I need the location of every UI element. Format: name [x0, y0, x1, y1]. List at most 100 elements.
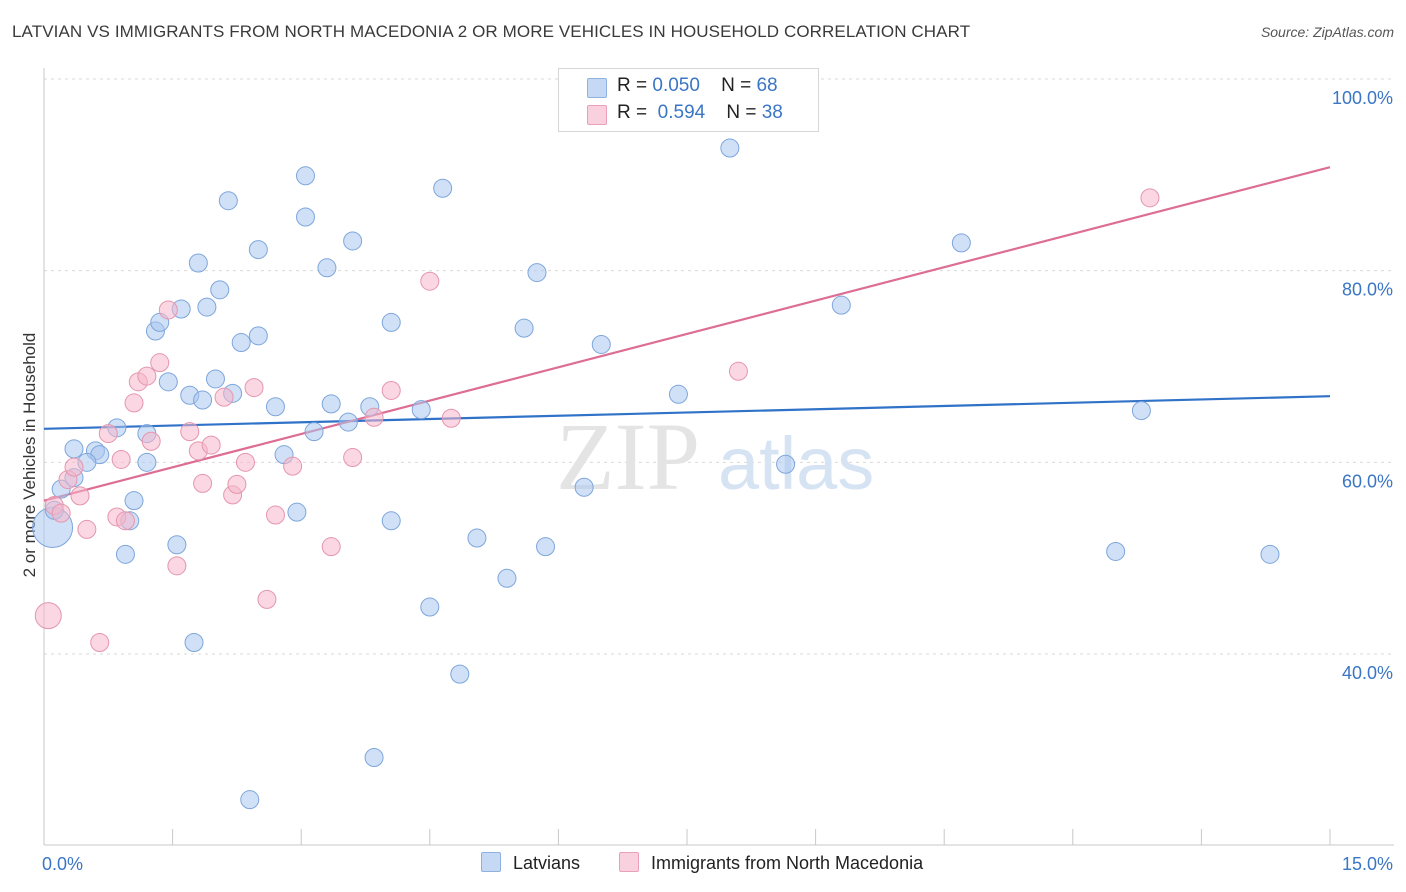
- point-latvians-31: [248, 240, 268, 260]
- trend-lines: [43, 166, 1331, 502]
- point-macedonia-31: [321, 537, 341, 557]
- point-latvians-29: [240, 790, 260, 810]
- point-macedonia-32: [343, 448, 363, 468]
- source-label: Source: ZipAtlas.com: [1260, 24, 1394, 40]
- point-latvians-39: [321, 394, 341, 414]
- point-latvians-40: [338, 412, 358, 432]
- bottom-legend-macedonia: Immigrants from North Macedonia: [619, 852, 923, 874]
- point-latvians-57: [668, 384, 688, 404]
- point-latvians-54: [536, 537, 556, 557]
- point-macedonia-12: [124, 393, 144, 413]
- point-macedonia-0: [34, 602, 62, 630]
- point-macedonia-11: [115, 511, 135, 531]
- point-macedonia-34: [381, 380, 401, 400]
- gridlines: [44, 78, 1394, 655]
- point-macedonia-29: [265, 505, 285, 525]
- point-macedonia-23: [214, 387, 234, 407]
- point-latvians-53: [527, 263, 547, 283]
- data-points: [32, 138, 1280, 810]
- legend-r-value: 0.050: [652, 75, 700, 96]
- point-macedonia-4: [64, 457, 84, 477]
- point-latvians-48: [433, 178, 453, 198]
- point-macedonia-26: [235, 452, 255, 472]
- bottom-legend-label-latvians: Latvians: [513, 853, 581, 873]
- point-latvians-17: [167, 535, 187, 555]
- point-latvians-34: [287, 502, 307, 522]
- point-macedonia-14: [137, 366, 157, 386]
- point-latvians-41: [343, 231, 363, 251]
- point-latvians-22: [193, 390, 213, 410]
- y-tick-label-80: 80.0%: [1342, 280, 1393, 300]
- bottom-legend-latvians: Latvians: [481, 852, 580, 874]
- bottom-legend-swatch-latvians: [481, 852, 501, 872]
- watermark-atlas: atlas: [718, 422, 874, 505]
- legend-text-latvians: R = 0.050 N = 68: [617, 75, 778, 97]
- point-latvians-51: [497, 568, 517, 588]
- point-latvians-26: [218, 191, 238, 211]
- point-latvians-13: [137, 452, 157, 472]
- point-macedonia-17: [158, 300, 178, 320]
- point-latvians-60: [831, 295, 851, 315]
- point-macedonia-38: [1140, 188, 1160, 208]
- point-latvians-52: [514, 318, 534, 338]
- chart-title: LATVIAN VS IMMIGRANTS FROM NORTH MACEDON…: [12, 22, 971, 41]
- y-tick-label-100: 100.0%: [1332, 88, 1393, 108]
- point-macedonia-22: [201, 435, 221, 455]
- point-latvians-50: [467, 528, 487, 548]
- point-latvians-58: [720, 138, 740, 158]
- legend-r-value: 0.594: [657, 102, 706, 123]
- point-macedonia-10: [111, 449, 131, 469]
- point-latvians-63: [1131, 401, 1151, 421]
- point-latvians-44: [381, 511, 401, 531]
- point-macedonia-16: [150, 353, 170, 373]
- point-latvians-55: [574, 477, 594, 497]
- point-macedonia-18: [167, 556, 187, 576]
- point-latvians-32: [265, 397, 285, 417]
- point-latvians-46: [411, 400, 431, 420]
- correlation-legend: R = 0.050 N = 68 R = 0.594 N = 38: [558, 68, 819, 132]
- point-latvians-61: [951, 233, 971, 253]
- watermark: ZIP atlas: [556, 403, 874, 510]
- point-latvians-45: [381, 312, 401, 332]
- point-latvians-25: [210, 280, 230, 300]
- axes: [43, 68, 1394, 846]
- point-latvians-35: [295, 207, 315, 227]
- point-macedonia-27: [244, 378, 264, 398]
- point-latvians-38: [317, 258, 337, 278]
- point-macedonia-5: [70, 486, 90, 506]
- point-macedonia-6: [77, 519, 97, 539]
- point-latvians-24: [205, 369, 225, 389]
- trend-line-latvians: [43, 395, 1331, 430]
- trend-line-macedonia: [43, 166, 1331, 502]
- point-latvians-36: [295, 166, 315, 186]
- point-latvians-47: [420, 597, 440, 617]
- bottom-legend-swatch-macedonia: [619, 852, 639, 872]
- y-tick-label-60: 60.0%: [1342, 471, 1393, 491]
- point-latvians-20: [184, 633, 204, 652]
- point-latvians-62: [1106, 541, 1126, 561]
- point-macedonia-15: [141, 431, 161, 451]
- point-macedonia-37: [728, 361, 748, 381]
- point-latvians-28: [231, 333, 251, 353]
- legend-text-macedonia: R = 0.594 N = 38: [617, 102, 783, 124]
- point-latvians-11: [115, 544, 135, 564]
- point-latvians-23: [197, 297, 217, 317]
- point-latvians-43: [364, 748, 384, 767]
- point-macedonia-33: [364, 407, 384, 427]
- point-latvians-56: [591, 334, 611, 354]
- point-macedonia-28: [257, 589, 277, 609]
- point-latvians-3: [64, 439, 84, 459]
- legend-n-label: N =: [721, 75, 752, 96]
- point-macedonia-7: [90, 633, 110, 652]
- point-latvians-64: [1260, 544, 1280, 564]
- point-latvians-49: [450, 664, 470, 684]
- point-macedonia-35: [420, 271, 440, 291]
- tick-labels: 100.0% 80.0% 60.0% 40.0% 0.0% 15.0%: [42, 88, 1393, 874]
- point-macedonia-2: [51, 503, 71, 523]
- bottom-legend-label-macedonia: Immigrants from North Macedonia: [651, 853, 924, 873]
- y-tick-label-40: 40.0%: [1342, 663, 1393, 683]
- x-tick-label-15: 15.0%: [1342, 854, 1393, 874]
- point-macedonia-30: [283, 456, 303, 476]
- point-latvians-10: [124, 491, 144, 511]
